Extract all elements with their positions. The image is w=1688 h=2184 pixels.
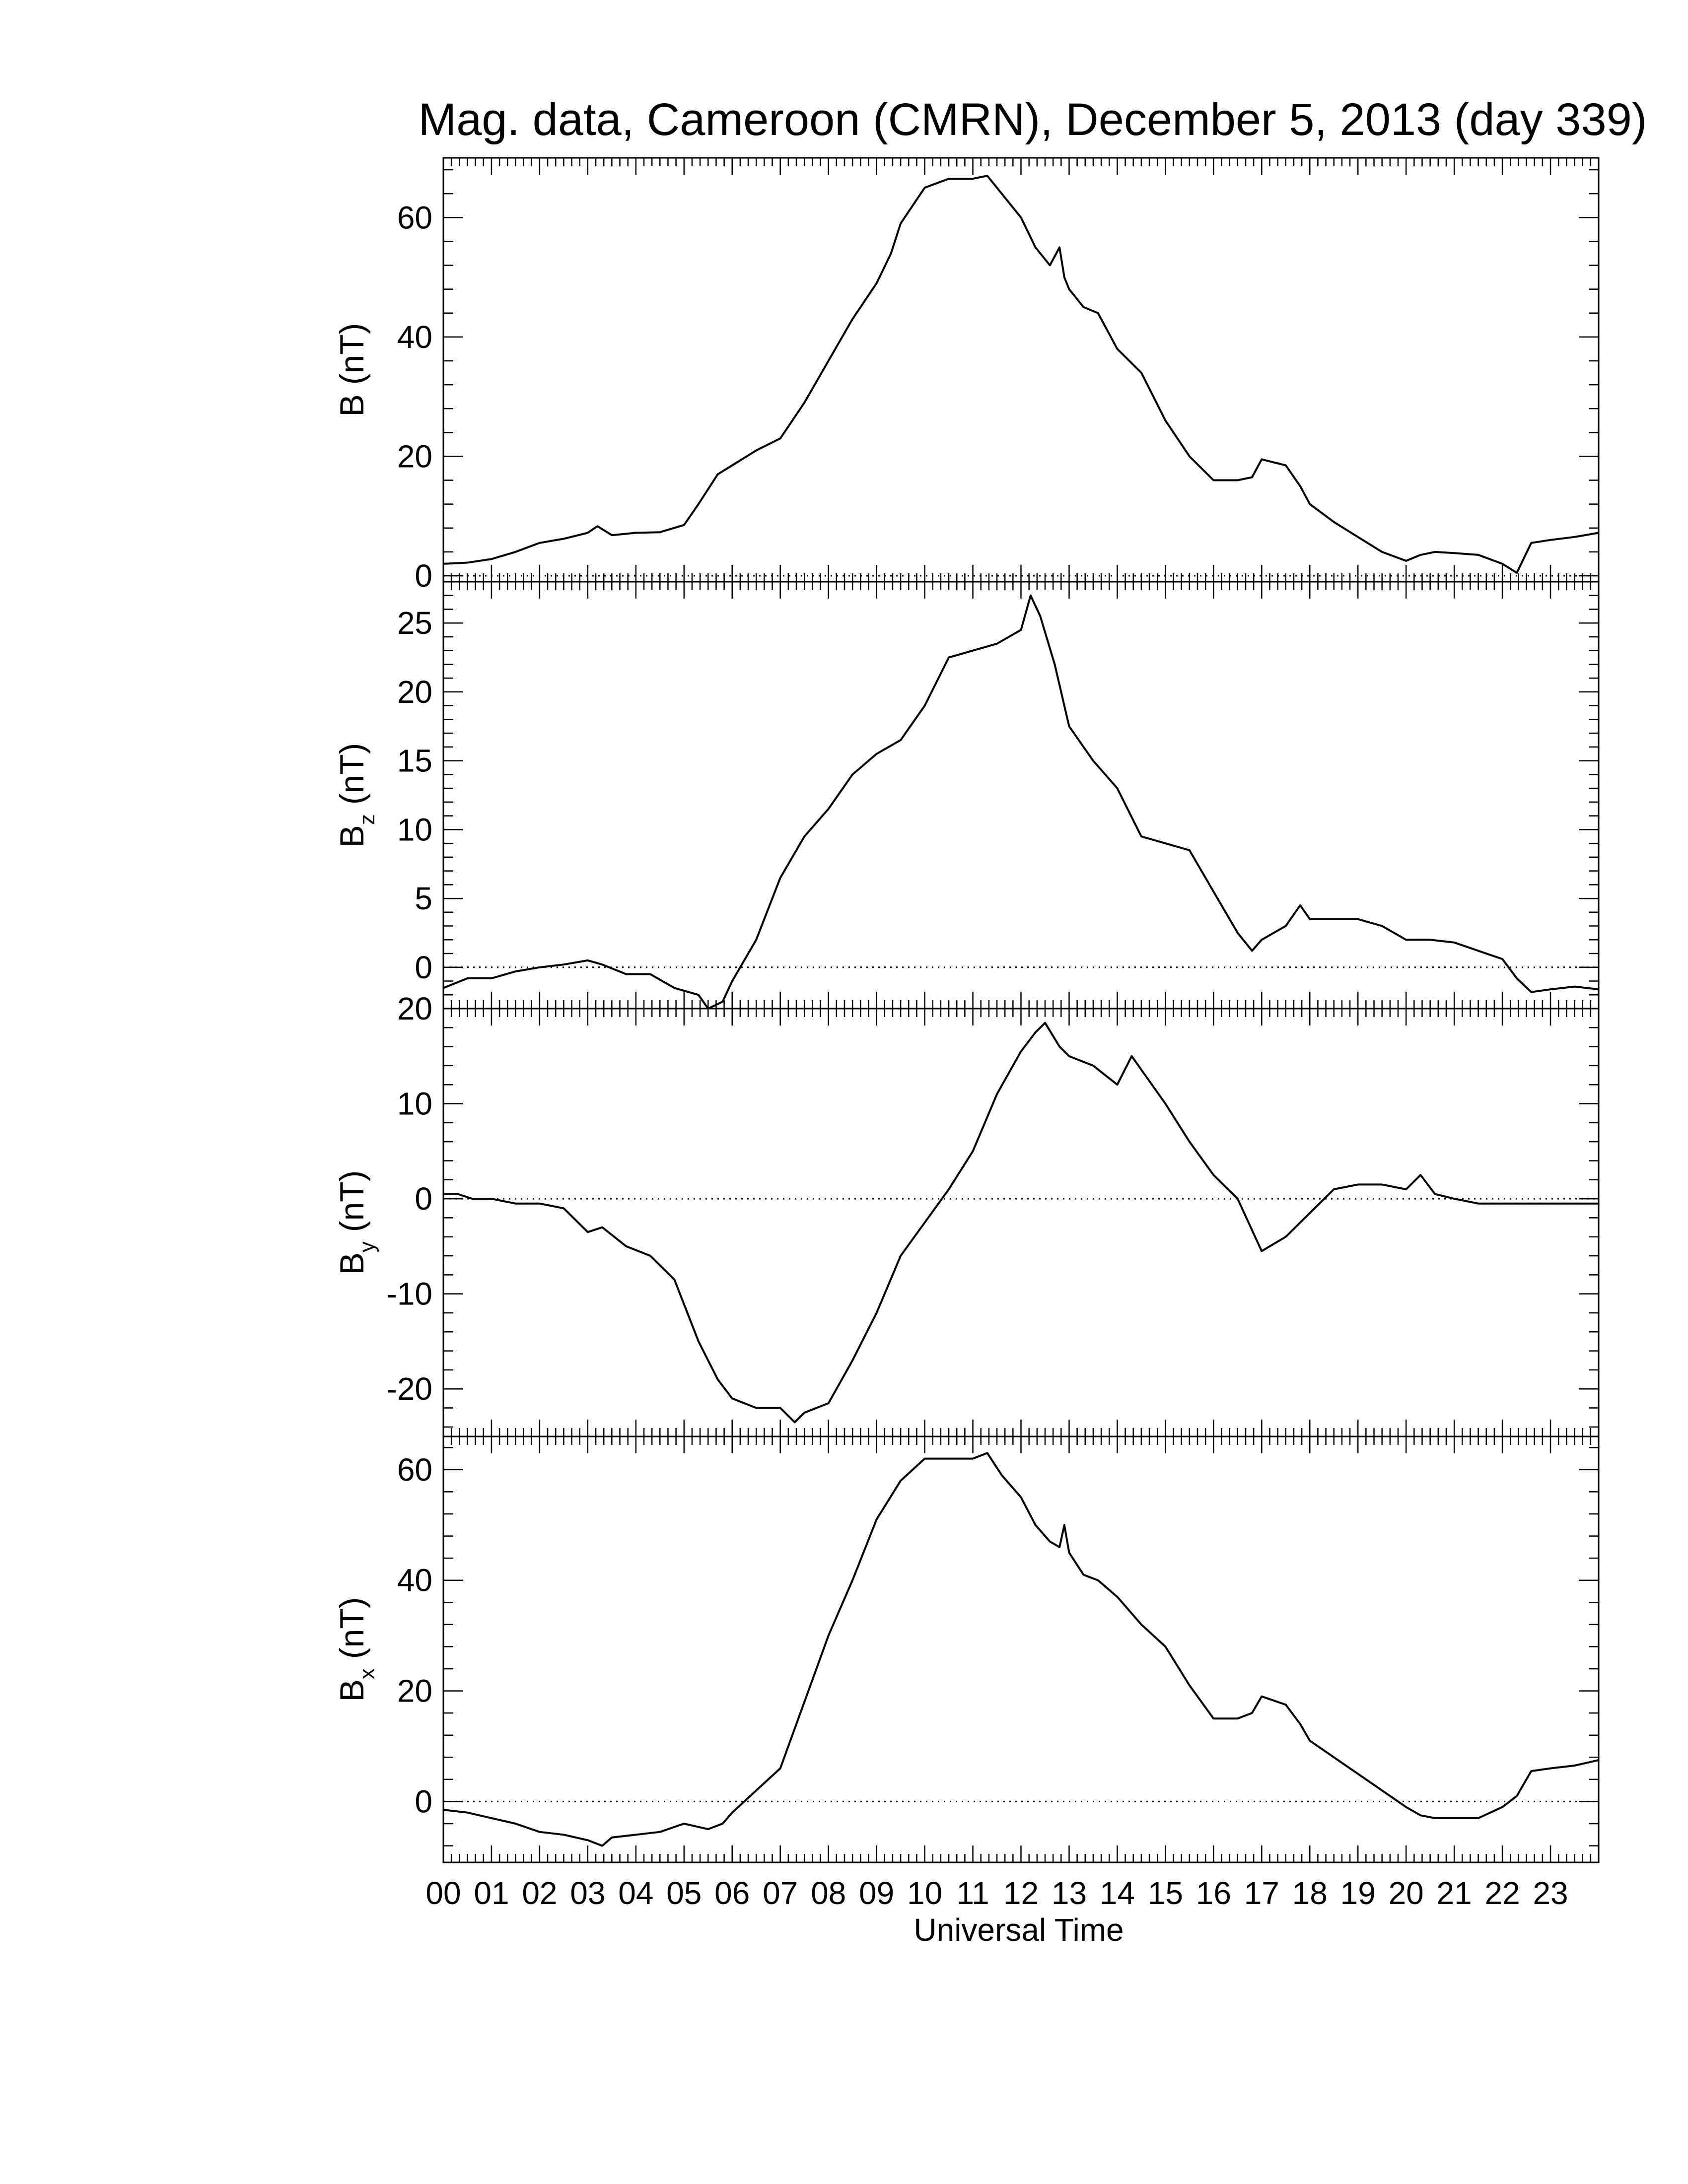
x-tick-label: 02 <box>522 1875 557 1911</box>
x-tick-label: 18 <box>1292 1875 1328 1911</box>
y-tick-label: 0 <box>415 1783 432 1819</box>
panel-1: 0 20 40 60 B (nT) <box>333 157 1600 594</box>
y-tick-label: 20 <box>397 991 432 1026</box>
y-label-symbol: B <box>333 1679 371 1702</box>
y-tick-label: 10 <box>397 1086 432 1122</box>
y-tick-label: 20 <box>397 438 432 474</box>
y-label-subscript: x <box>355 1668 379 1679</box>
y-label-unit: (nT) <box>333 1170 371 1242</box>
y-label-unit: (nT) <box>333 1597 371 1669</box>
series-line <box>443 1452 1599 1847</box>
chart-title: Mag. data, Cameroon (CMRN), December 5, … <box>419 94 1647 145</box>
x-tick-label: 06 <box>714 1875 750 1911</box>
panel-2: 0 5 10 15 20 25 Bz (nT) <box>333 581 1600 1010</box>
x-tick-label: 17 <box>1244 1875 1279 1911</box>
x-tick-label: 04 <box>618 1875 653 1911</box>
y-tick-label: 25 <box>397 605 432 641</box>
y-tick-label: 40 <box>397 319 432 355</box>
x-tick-label: 05 <box>666 1875 702 1911</box>
x-tick-label: 22 <box>1484 1875 1520 1911</box>
y-tick-label: 0 <box>415 950 432 985</box>
y-label-symbol: B <box>333 1252 371 1275</box>
y-axis-label: Bz (nT) <box>333 743 379 848</box>
y-label-unit: (nT) <box>333 323 371 395</box>
x-tick-label: 21 <box>1437 1875 1472 1911</box>
y-label-symbol: B <box>333 825 371 847</box>
series-line <box>443 1022 1599 1424</box>
x-tick-label: 01 <box>474 1875 509 1911</box>
y-tick-label: 20 <box>397 674 432 710</box>
x-tick-label: 14 <box>1100 1875 1135 1911</box>
x-tick-label: 07 <box>763 1875 798 1911</box>
x-tick-label: 23 <box>1533 1875 1568 1911</box>
x-tick-label: 16 <box>1196 1875 1231 1911</box>
y-tick-label: 40 <box>397 1563 432 1598</box>
x-tick-label: 00 <box>425 1875 461 1911</box>
y-tick-label: 60 <box>397 1452 432 1488</box>
y-tick-label: 5 <box>415 881 432 916</box>
y-tick-label: 15 <box>397 743 432 779</box>
x-axis-label: Universal Time <box>914 1912 1124 1948</box>
panel-3: -20 -10 0 10 20 By (nT) <box>333 991 1600 1437</box>
x-tick-label: 09 <box>859 1875 894 1911</box>
panel-4: 0 20 40 60 Bx (nT) <box>333 1435 1600 1863</box>
y-label-symbol: B <box>333 394 371 416</box>
x-tick-label: 08 <box>811 1875 846 1911</box>
x-tick-label: 03 <box>570 1875 605 1911</box>
chart-panels: 0 20 40 60 B (nT) 0 5 10 15 20 25 Bz (nT) -20 -10 0 10 2… <box>333 157 1600 1863</box>
x-tick-label: 11 <box>956 1875 989 1911</box>
y-label-unit: (nT) <box>333 743 371 815</box>
x-tick-label: 13 <box>1052 1875 1087 1911</box>
x-tick-label: 20 <box>1389 1875 1424 1911</box>
y-tick-label: -20 <box>387 1371 433 1407</box>
y-axis-label: B (nT) <box>333 323 371 417</box>
x-tick-label: 15 <box>1148 1875 1183 1911</box>
y-axis-label: By (nT) <box>333 1170 379 1275</box>
y-tick-label: 0 <box>415 1181 432 1217</box>
y-tick-label: 60 <box>397 200 432 235</box>
series-line <box>443 594 1599 1010</box>
y-tick-label: -10 <box>387 1276 433 1312</box>
x-tick-label: 10 <box>907 1875 942 1911</box>
y-label-subscript: y <box>355 1241 379 1252</box>
y-tick-label: 20 <box>397 1673 432 1709</box>
x-tick-labels: 00 01 02 03 04 05 06 07 08 09 10 11 12 13 14 15 16 17 18 19… <box>425 1875 1568 1911</box>
y-axis-label: Bx (nT) <box>333 1597 379 1702</box>
series-line <box>443 175 1599 574</box>
y-tick-label: 10 <box>397 812 432 847</box>
y-label-subscript: z <box>355 814 379 825</box>
x-tick-label: 12 <box>1003 1875 1039 1911</box>
y-tick-label: 0 <box>415 558 432 594</box>
x-tick-label: 19 <box>1340 1875 1376 1911</box>
